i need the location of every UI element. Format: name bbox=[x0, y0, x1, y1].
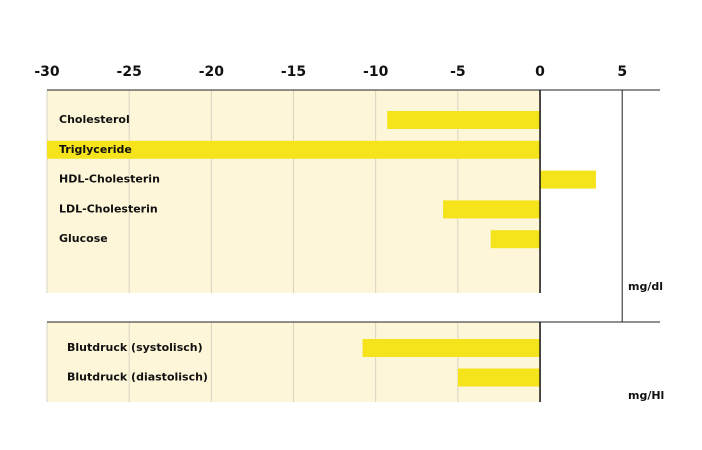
x-tick-label: 0 bbox=[535, 64, 545, 80]
category-label: LDL-Cholesterin bbox=[59, 202, 158, 215]
x-tick-label: -30 bbox=[34, 64, 60, 80]
bar bbox=[47, 140, 541, 159]
category-label: Glucose bbox=[59, 232, 108, 245]
bar bbox=[443, 200, 541, 219]
x-tick-label: -10 bbox=[363, 64, 389, 80]
category-label: Blutdruck (systolisch) bbox=[67, 341, 203, 354]
category-label: Triglyceride bbox=[59, 143, 132, 156]
x-tick-label: -20 bbox=[199, 64, 225, 80]
x-tick-label: -25 bbox=[117, 64, 142, 80]
bar bbox=[540, 170, 596, 189]
category-label: Cholesterol bbox=[59, 113, 130, 126]
bar bbox=[490, 230, 541, 249]
category-label: HDL-Cholesterin bbox=[59, 173, 160, 186]
x-tick-label: 5 bbox=[617, 64, 627, 80]
bar bbox=[362, 339, 541, 357]
x-tick-label: -15 bbox=[281, 64, 306, 80]
category-label: Blutdruck (diastolisch) bbox=[67, 371, 208, 384]
bar bbox=[457, 368, 541, 387]
unit-label: mg/Hl bbox=[628, 389, 664, 402]
bar bbox=[387, 111, 541, 129]
x-tick-label: -5 bbox=[450, 64, 466, 80]
unit-label: mg/dl bbox=[628, 280, 663, 293]
